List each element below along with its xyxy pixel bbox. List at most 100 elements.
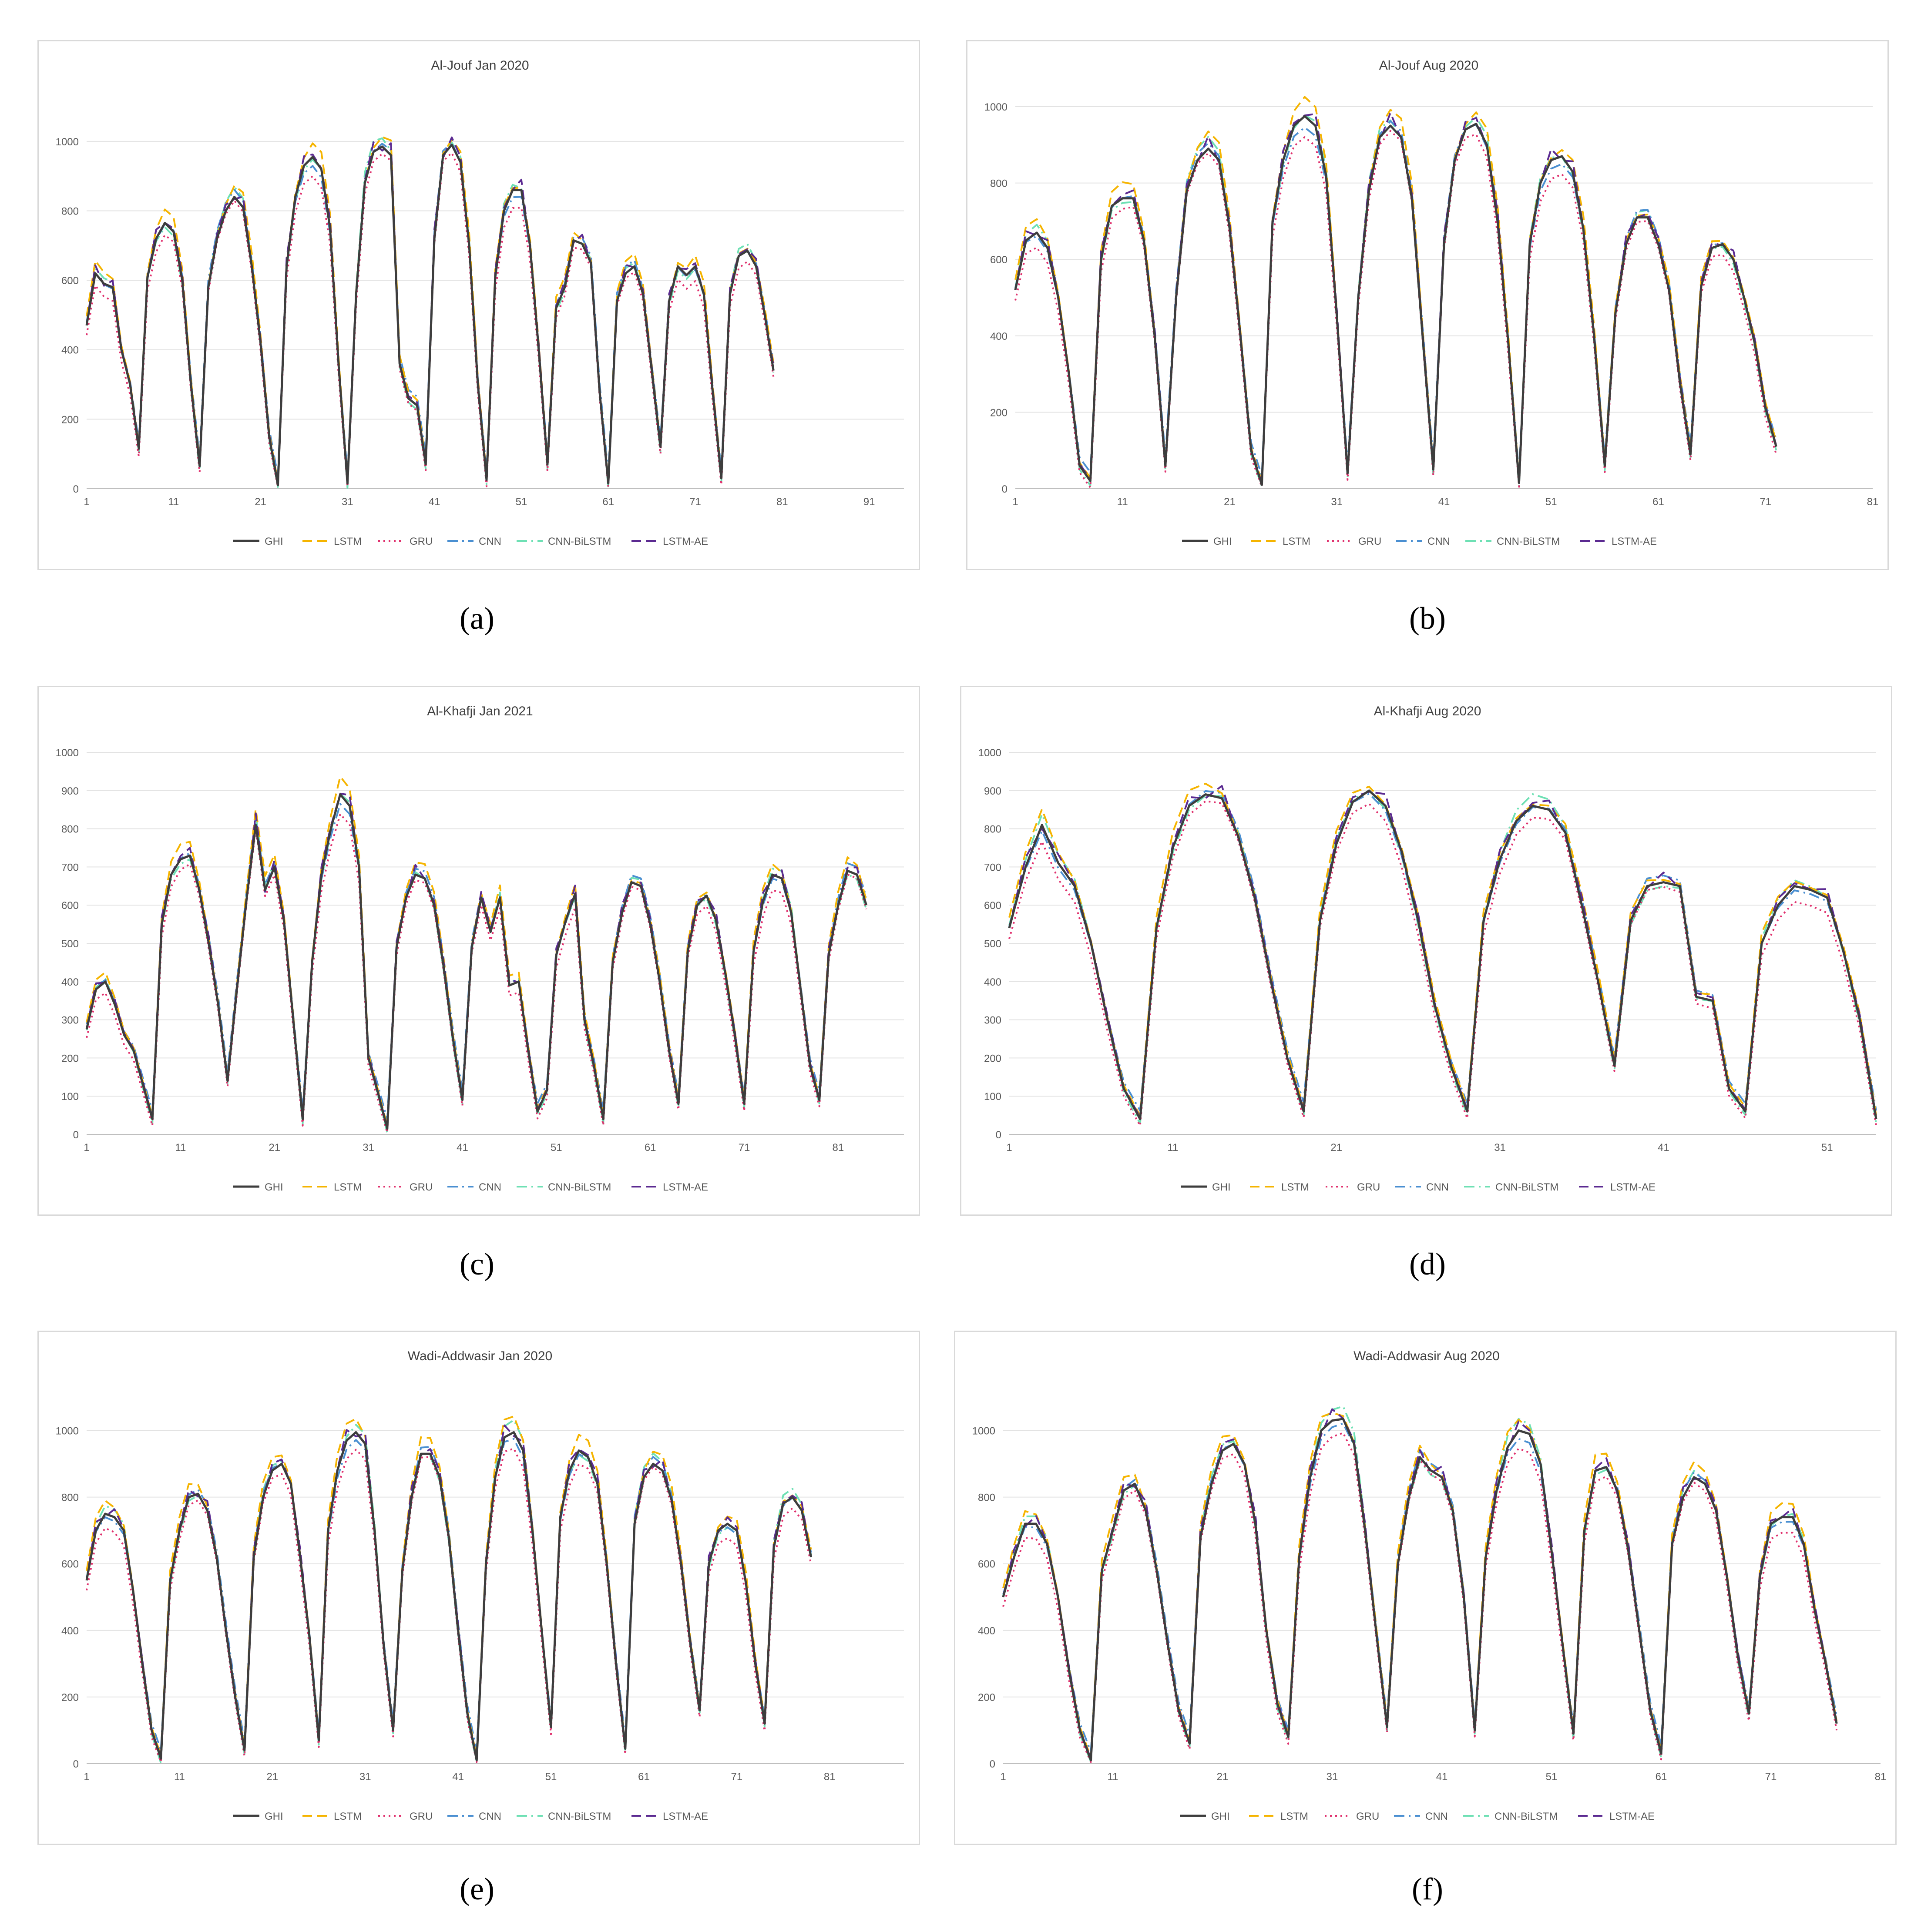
x-tick-label: 21 (269, 1142, 280, 1154)
y-tick-label: 200 (978, 1692, 995, 1704)
series-line-gru (1014, 130, 1777, 489)
series-line-ghi (1002, 1418, 1838, 1761)
series-line-lstm (1002, 1412, 1838, 1758)
series-line-lstm-ae (1008, 785, 1877, 1118)
legend-label: CNN (1425, 1811, 1448, 1822)
legend-label: GHI (265, 536, 283, 547)
y-tick-label: 500 (61, 938, 79, 950)
legend-label: GHI (1212, 1181, 1231, 1193)
x-tick-label: 1 (84, 1771, 89, 1783)
panel-label-f: (f) (1412, 1872, 1443, 1906)
y-tick-label: 200 (990, 407, 1007, 419)
chart-panel-e: Wadi-Addwasir Jan 2020 0 200 400 600 800 1000 1… (37, 1331, 920, 1845)
x-tick-label: 61 (1656, 1771, 1667, 1783)
y-tick-label: 0 (73, 1129, 79, 1141)
legend-label: CNN-BiLSTM (548, 536, 611, 547)
series-line-lstm-ae (86, 1424, 812, 1760)
chart-panel-b: Al-Jouf Aug 2020 0 200 400 600 800 1000 1 11 21 31… (966, 40, 1889, 570)
x-tick-label: 31 (1331, 496, 1343, 508)
x-tick-label: 51 (516, 496, 527, 508)
series-line-lstm-ae (86, 792, 867, 1128)
series-line-ghi (85, 144, 775, 486)
legend-label: GRU (1356, 1811, 1379, 1822)
series-line-gru (86, 813, 867, 1134)
legend-label: CNN-BiLSTM (1497, 536, 1560, 547)
panel-label-c: (c) (460, 1247, 494, 1281)
y-tick-label: 700 (984, 862, 1001, 873)
y-tick-label: 800 (990, 178, 1007, 190)
y-tick-label: 0 (1002, 483, 1007, 495)
x-tick-label: 71 (1765, 1771, 1777, 1783)
x-tick-label: 1 (1006, 1142, 1012, 1154)
panel-label-e: (e) (460, 1872, 494, 1906)
x-tick-label: 51 (545, 1771, 557, 1783)
x-tick-label: 1 (84, 496, 89, 508)
x-tick-label: 71 (731, 1771, 743, 1783)
series-line-lstm (86, 136, 775, 483)
y-tick-label: 0 (73, 1758, 79, 1770)
chart-panel-a: Al-Jouf Jan 2020 0 200 400 600 800 1000 1 11 21 31… (37, 40, 920, 570)
y-tick-label: 200 (61, 1692, 79, 1704)
y-tick-label: 300 (984, 1015, 1001, 1026)
legend-label: CNN-BiLSTM (1495, 1181, 1558, 1193)
y-tick-label: 400 (990, 331, 1007, 342)
legend-label: LSTM-AE (663, 1181, 708, 1193)
y-tick-label: 1000 (56, 136, 79, 148)
x-tick-label: 91 (863, 496, 875, 508)
series-line-lstm-ae (86, 136, 775, 485)
chart-title: Al-Jouf Aug 2020 (1379, 58, 1479, 73)
legend-label: LSTM (334, 536, 362, 547)
x-tick-label: 51 (1546, 1771, 1558, 1783)
series-line-cnn (1002, 1422, 1838, 1753)
x-tick-label: 1 (1012, 496, 1018, 508)
y-tick-label: 200 (61, 414, 79, 426)
x-tick-label: 31 (1327, 1771, 1338, 1783)
chart-panel-c: Al-Khafji Jan 2021 0 100 200 300 400 500 600 700… (37, 686, 920, 1216)
chart-svg-e: Wadi-Addwasir Jan 2020 0 200 400 600 800 1000 1… (56, 1349, 904, 1822)
x-tick-label: 31 (359, 1771, 371, 1783)
y-tick-label: 900 (61, 785, 79, 797)
x-tick-label: 11 (175, 1142, 186, 1154)
x-tick-label: 41 (1436, 1771, 1448, 1783)
x-tick-label: 11 (174, 1771, 185, 1783)
legend-label: LSTM-AE (663, 536, 708, 547)
x-tick-label: 61 (638, 1771, 650, 1783)
legend-label: LSTM (334, 1181, 362, 1193)
y-tick-label: 1000 (978, 747, 1001, 759)
legend-label: CNN (1427, 536, 1450, 547)
legend-label: LSTM-AE (1609, 1811, 1655, 1822)
x-tick-label: 81 (1875, 1771, 1887, 1783)
y-tick-label: 800 (61, 824, 79, 835)
legend-label: LSTM (1283, 536, 1310, 547)
legend-label: GHI (1213, 536, 1232, 547)
chart-title: Al-Jouf Jan 2020 (431, 58, 529, 73)
x-tick-label: 11 (1167, 1142, 1178, 1154)
y-tick-label: 200 (984, 1053, 1001, 1064)
y-tick-label: 400 (984, 976, 1001, 988)
x-tick-label: 41 (1658, 1142, 1669, 1154)
series-line-cnn (86, 803, 867, 1121)
x-tick-label: 51 (1821, 1142, 1833, 1154)
x-tick-label: 21 (1224, 496, 1236, 508)
chart-svg-f: Wadi-Addwasir Aug 2020 0 200 400 600 800 1000 1… (972, 1349, 1887, 1822)
x-tick-label: 41 (457, 1142, 468, 1154)
legend-label: CNN-BiLSTM (1494, 1811, 1558, 1822)
y-tick-label: 800 (978, 1492, 995, 1504)
y-tick-label: 700 (61, 862, 79, 873)
series-line-cnn-bilstm (86, 137, 775, 489)
y-tick-label: 900 (984, 785, 1001, 797)
y-tick-label: 500 (984, 938, 1001, 950)
x-tick-label: 61 (645, 1142, 656, 1154)
y-tick-label: 1000 (56, 747, 79, 759)
chart-title: Al-Khafji Aug 2020 (1374, 704, 1481, 718)
x-tick-label: 51 (551, 1142, 562, 1154)
legend-label: GRU (1357, 1181, 1380, 1193)
y-tick-label: 600 (61, 275, 79, 287)
series-line-lstm (86, 1415, 812, 1758)
series-line-gru (86, 152, 775, 488)
y-tick-label: 0 (996, 1129, 1001, 1141)
legend-label: GRU (410, 536, 433, 547)
x-tick-label: 41 (1438, 496, 1450, 508)
y-tick-label: 100 (61, 1091, 79, 1103)
